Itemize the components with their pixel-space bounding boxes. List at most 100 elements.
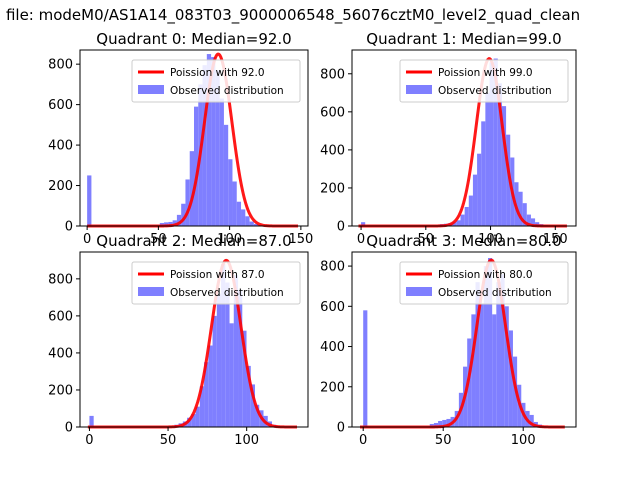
legend-bar-swatch (138, 287, 164, 296)
x-tick-label: 150 (288, 232, 313, 247)
figure-suptitle: a file: modeM0/AS1A14_083T03_9000006548_… (0, 6, 580, 25)
y-tick-label: 400 (48, 139, 73, 154)
y-tick-label: 800 (48, 272, 73, 287)
histogram-bar (253, 223, 259, 226)
histogram-bar (168, 221, 173, 226)
legend-label-observed: Observed distribution (170, 287, 284, 299)
subplot-title: Quadrant 3: Median=80.0 (366, 232, 561, 250)
histogram-bar (185, 179, 190, 226)
y-tick-label: 200 (320, 181, 345, 196)
histogram-bar (194, 106, 199, 226)
histogram-bar (489, 62, 494, 227)
histogram-bar (191, 414, 196, 427)
histogram-bar (433, 422, 439, 427)
y-tick-label: 600 (48, 309, 73, 324)
histogram-bar (526, 214, 531, 226)
legend-label-observed: Observed distribution (438, 287, 552, 299)
legend-bar-swatch (406, 85, 432, 94)
y-tick-label: 0 (337, 421, 345, 436)
histogram-bar (488, 258, 493, 427)
histogram-bar (477, 153, 482, 226)
histogram-bar (219, 98, 224, 226)
histogram-bar (481, 121, 486, 226)
histogram-bar (199, 386, 205, 427)
x-tick-label: 100 (478, 232, 503, 247)
legend-label-poisson: Poission with 80.0 (438, 269, 533, 281)
legend-box (131, 261, 301, 305)
x-tick-label: 50 (435, 433, 452, 448)
histogram-bar (250, 384, 256, 427)
legend-bar-swatch (138, 85, 164, 94)
histogram-bar (195, 406, 200, 427)
subplot-title: Quadrant 0: Median=92.0 (96, 30, 291, 48)
x-tick-label: 0 (357, 232, 365, 247)
x-tick-label: 100 (234, 433, 259, 448)
histogram-bar (187, 417, 192, 427)
histogram-bar (172, 220, 177, 226)
axes-frame (79, 251, 309, 428)
subplot-title: Quadrant 1: Median=99.0 (366, 30, 561, 48)
histogram-bar (483, 266, 488, 427)
x-tick-label: 50 (150, 232, 167, 247)
legend-label-observed: Observed distribution (438, 85, 552, 97)
histogram-bar (475, 282, 480, 427)
histogram-bar (361, 222, 366, 226)
histogram-bar (206, 54, 212, 226)
x-tick-label: 50 (160, 433, 177, 448)
x-tick-label: 0 (359, 433, 367, 448)
y-tick-label: 800 (48, 58, 73, 73)
histogram-bar (225, 282, 230, 427)
y-tick-label: 600 (320, 300, 345, 315)
histogram-bar (456, 220, 461, 226)
x-tick-label: 0 (83, 232, 91, 247)
histogram-bar (460, 214, 465, 226)
histogram-bar (255, 404, 260, 427)
histogram-bar (249, 221, 254, 226)
axes-frame (351, 49, 577, 227)
histogram-bar (468, 195, 473, 226)
legend-label-poisson: Poission with 92.0 (170, 67, 265, 79)
y-tick-label: 800 (320, 67, 345, 82)
histogram-bar (472, 174, 478, 226)
y-tick-label: 800 (320, 260, 345, 275)
legend-label-poisson: Poission with 99.0 (438, 67, 533, 79)
histogram-bar (216, 293, 222, 427)
y-tick-label: 0 (65, 220, 73, 235)
histogram-bar (176, 214, 182, 226)
y-tick-label: 200 (320, 380, 345, 395)
histogram-bar (518, 191, 523, 226)
y-tick-label: 600 (48, 98, 73, 113)
subplot-2: 0 50 100 0 200 400 600 800 Quadrant 2: Median=87… (48, 232, 309, 448)
y-tick-label: 0 (337, 220, 345, 235)
axes-frame (351, 251, 577, 428)
histogram-bar (89, 415, 94, 427)
histogram-bar (211, 57, 216, 226)
x-tick-label: 50 (418, 232, 435, 247)
histogram-bar (223, 124, 229, 226)
legend-label-poisson: Poission with 87.0 (170, 269, 265, 281)
histogram-bar (215, 70, 220, 226)
histogram-bar (238, 289, 243, 427)
subplot-title: Quadrant 2: Median=87.0 (96, 232, 291, 250)
legend: Poission with 99.0 Observed distribution (399, 59, 569, 103)
histogram-bar (202, 65, 207, 226)
histogram-bar (506, 134, 511, 226)
histogram-bar (501, 106, 507, 226)
legend-box (399, 59, 569, 103)
histogram-bar (87, 175, 92, 226)
subplot-3: 0 50 100 0 200 400 600 800 Quadrant 3: Median=80… (320, 232, 577, 448)
histogram-bar (438, 420, 443, 427)
histogram-bar (485, 92, 490, 226)
legend-box (131, 59, 301, 103)
histogram-bar (497, 83, 502, 226)
histogram-bar (228, 159, 233, 226)
histogram-bar (245, 216, 250, 226)
histogram-bar (479, 304, 484, 427)
y-tick-label: 600 (320, 105, 345, 120)
histogram-bar (204, 362, 209, 427)
y-tick-label: 0 (65, 421, 73, 436)
histogram-bar (500, 274, 505, 427)
histogram-bar (221, 264, 226, 427)
histogram-bar (363, 310, 368, 427)
